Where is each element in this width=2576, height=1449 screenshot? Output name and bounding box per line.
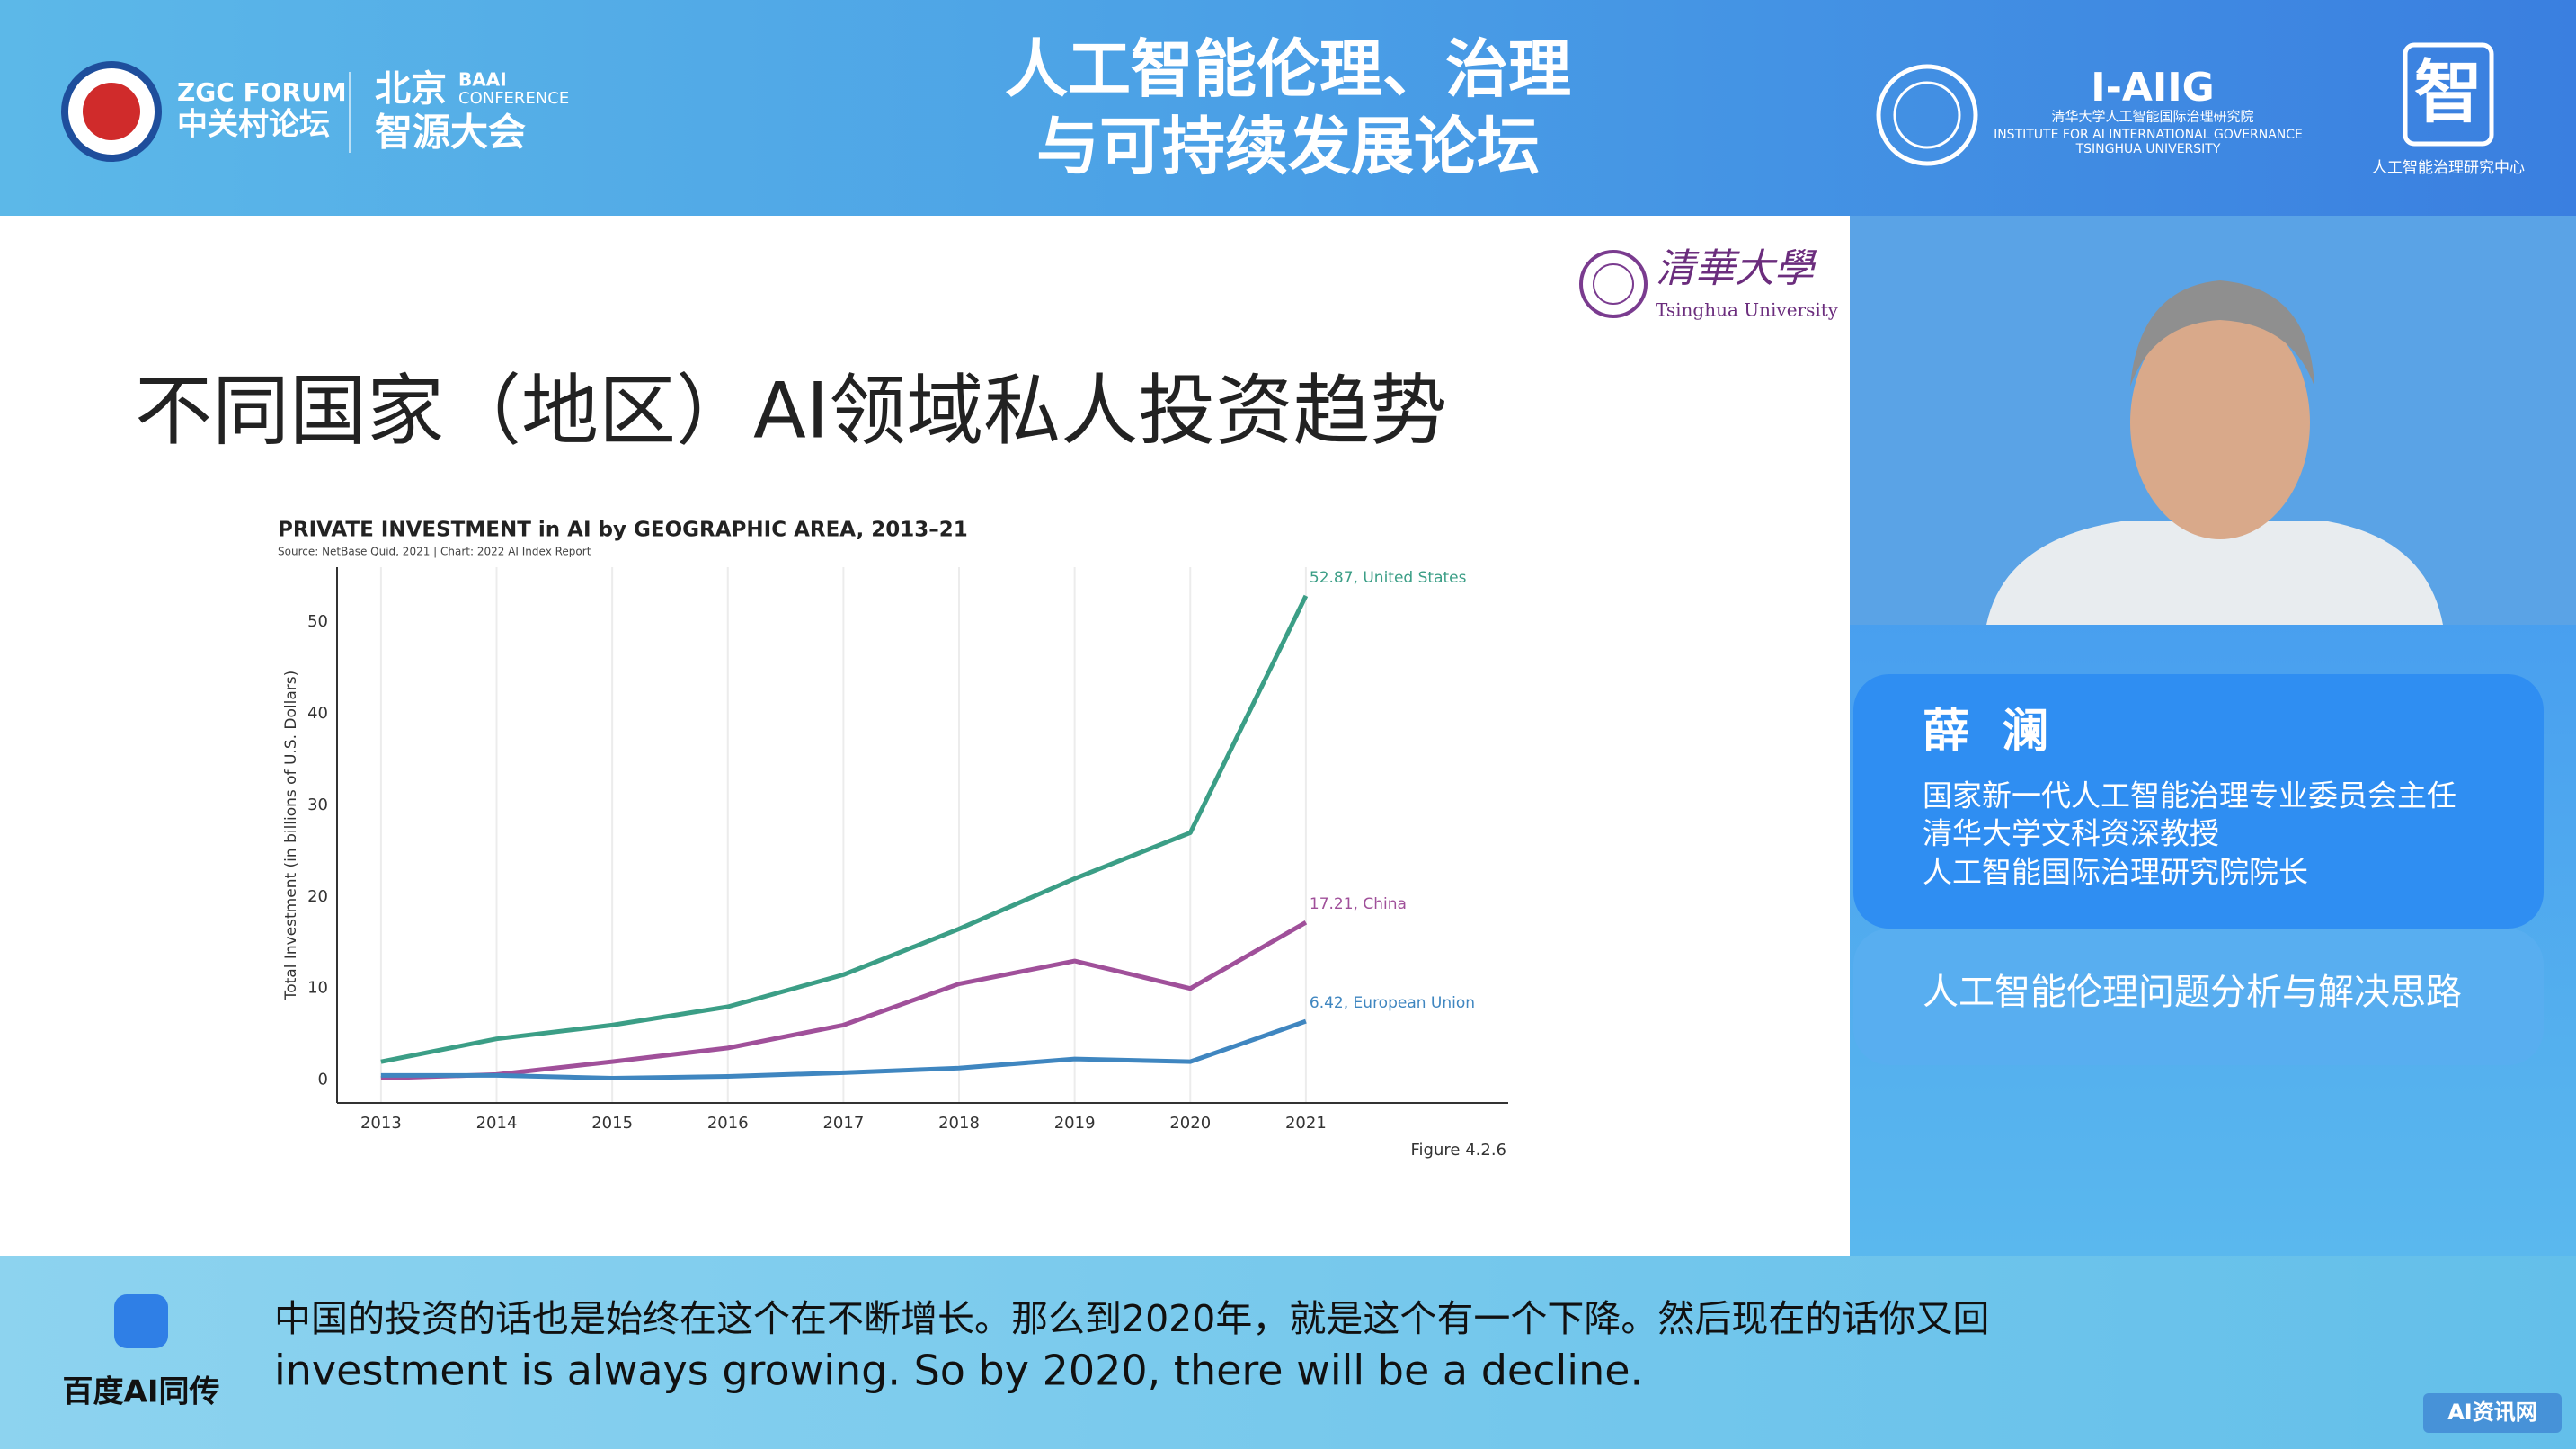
x-tick-label: 2015 [591,1114,633,1133]
x-tick-label: 2013 [360,1114,402,1133]
provider-name: 百度AI同传 [63,1374,220,1410]
iaiig-en: INSTITUTE FOR AI INTERNATIONAL GOVERNANC… [1994,128,2303,142]
value-label: 17.21, China [1310,895,1407,913]
series-line [380,920,1308,1080]
chart-source: Source: NetBase Quid, 2021 | Chart: 2022… [278,546,591,558]
talk-topic: 人工智能伦理问题分析与解决思路 [1923,972,2462,1013]
x-tick-label: 2019 [1054,1114,1096,1133]
y-tick-label: 20 [307,887,328,906]
speaker-role: 国家新一代人工智能治理专业委员会主任 [1923,778,2456,813]
tsinghua-seal [1593,263,1634,305]
speaker-head [2130,306,2310,539]
tsinghua-seal [1579,250,1648,318]
x-tick-label: 2021 [1285,1114,1327,1133]
y-tick-label: 30 [307,796,328,814]
iaiig-cn: 清华大学人工智能国际治理研究院 [2051,109,2253,125]
center-name: 人工智能治理研究中心 [2372,159,2525,177]
baai: BAAI [458,69,507,91]
value-label: 52.87, United States [1310,569,1467,587]
subtitle-zh: 中国的投资的话也是始终在这个在不断增长。那么到2020年，就是这个有一个下降。然… [274,1297,1989,1340]
plot-area: 2013 2014 2015 2016 2017 2018 2019 2020 2021 0 10 2… [307,567,1508,1133]
header-bar [0,0,2576,216]
center-logo-char: 智 [2414,52,2483,132]
subtitle-bar [0,1256,2576,1449]
speaker-name: 薛 澜 [1923,705,2048,759]
slide [0,216,1850,1256]
slide-title: 不同国家（地区）AI领域私人投资趋势 [135,366,1447,456]
subtitle-en: investment is always growing. So by 2020… [274,1347,1643,1395]
y-tick-label: 0 [318,1071,328,1089]
zgc-forum: ZGC FORUM [177,77,347,107]
conference: CONFERENCE [458,89,569,108]
x-tick-label: 2017 [822,1114,864,1133]
speaker-card [1853,674,2544,929]
value-label: 6.42, European Union [1310,994,1475,1012]
forum-title: 人工智能伦理、治理 [1005,32,1571,106]
speaker-hair [2130,280,2314,387]
zgc-logo-mark [83,83,140,140]
watermark-bg [2423,1393,2562,1433]
tsinghua-en: Tsinghua University [1656,299,1839,321]
forum-title: 与可持续发展论坛 [1036,110,1540,183]
topic-card [1853,929,2544,1065]
iaiig-logo: I-AIIG [2091,65,2215,111]
beijing: 北京 [375,68,447,110]
x-tick-label: 2018 [938,1114,980,1133]
y-tick-label: 10 [307,979,328,998]
figure-label: Figure 4.2.6 [1411,1141,1506,1160]
x-tick-label: 2020 [1169,1114,1211,1133]
speaker-body [1986,521,2443,625]
watermark: AI资讯网 [2447,1400,2537,1425]
tsinghua-cn: 清華大學 [1656,246,1817,292]
zhiyuan: 智源大会 [375,111,526,155]
series-line [380,594,1309,1064]
y-tick-label: 40 [307,704,328,723]
y-tick-label: 50 [307,612,328,631]
provider-icon [114,1294,168,1348]
y-axis-label: Total Investment (in billions of U.S. Do… [282,671,300,1001]
seal-logo [1893,81,1961,149]
speaker-role: 人工智能国际治理研究院院长 [1923,855,2308,890]
series-line [380,1018,1307,1080]
seal-logo [1876,64,1978,166]
center-logo [2403,42,2494,147]
iaiig-en: TSINGHUA UNIVERSITY [2075,142,2221,156]
speaker-role: 清华大学文科资深教授 [1923,816,2219,851]
chart-title: PRIVATE INVESTMENT in AI by GEOGRAPHIC A… [278,519,968,542]
x-tick-label: 2016 [707,1114,749,1133]
x-tick-label: 2014 [476,1114,518,1133]
zgc-forum-cn: 中关村论坛 [177,107,330,143]
